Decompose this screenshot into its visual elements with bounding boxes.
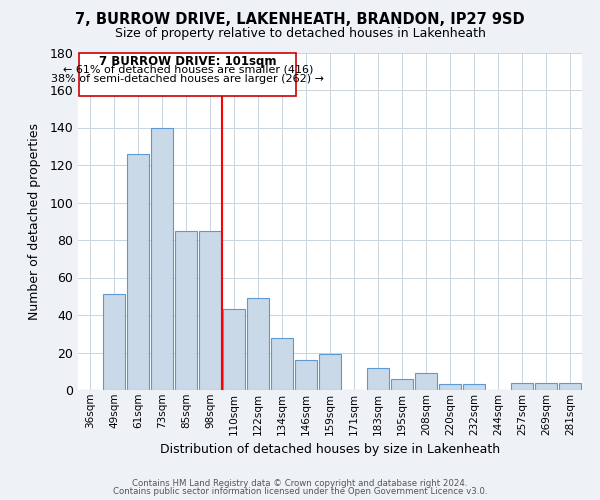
Bar <box>391 379 413 390</box>
Text: Contains HM Land Registry data © Crown copyright and database right 2024.: Contains HM Land Registry data © Crown c… <box>132 478 468 488</box>
Bar <box>415 373 437 390</box>
Bar <box>367 368 389 390</box>
Bar <box>463 384 485 390</box>
Y-axis label: Number of detached properties: Number of detached properties <box>28 122 41 320</box>
Bar <box>175 230 197 390</box>
Bar <box>535 382 557 390</box>
Text: ← 61% of detached houses are smaller (416): ← 61% of detached houses are smaller (41… <box>62 64 313 74</box>
Text: 7 BURROW DRIVE: 101sqm: 7 BURROW DRIVE: 101sqm <box>99 56 277 68</box>
Bar <box>511 382 533 390</box>
Text: Contains public sector information licensed under the Open Government Licence v3: Contains public sector information licen… <box>113 487 487 496</box>
Bar <box>319 354 341 390</box>
Bar <box>127 154 149 390</box>
X-axis label: Distribution of detached houses by size in Lakenheath: Distribution of detached houses by size … <box>160 443 500 456</box>
Bar <box>199 230 221 390</box>
Bar <box>103 294 125 390</box>
Bar <box>439 384 461 390</box>
Bar <box>223 310 245 390</box>
Text: Size of property relative to detached houses in Lakenheath: Size of property relative to detached ho… <box>115 28 485 40</box>
Bar <box>151 128 173 390</box>
Text: 38% of semi-detached houses are larger (262) →: 38% of semi-detached houses are larger (… <box>52 74 325 84</box>
FancyBboxPatch shape <box>79 52 296 96</box>
Bar <box>271 338 293 390</box>
Bar <box>247 298 269 390</box>
Bar <box>295 360 317 390</box>
Bar <box>559 382 581 390</box>
Text: 7, BURROW DRIVE, LAKENHEATH, BRANDON, IP27 9SD: 7, BURROW DRIVE, LAKENHEATH, BRANDON, IP… <box>75 12 525 28</box>
